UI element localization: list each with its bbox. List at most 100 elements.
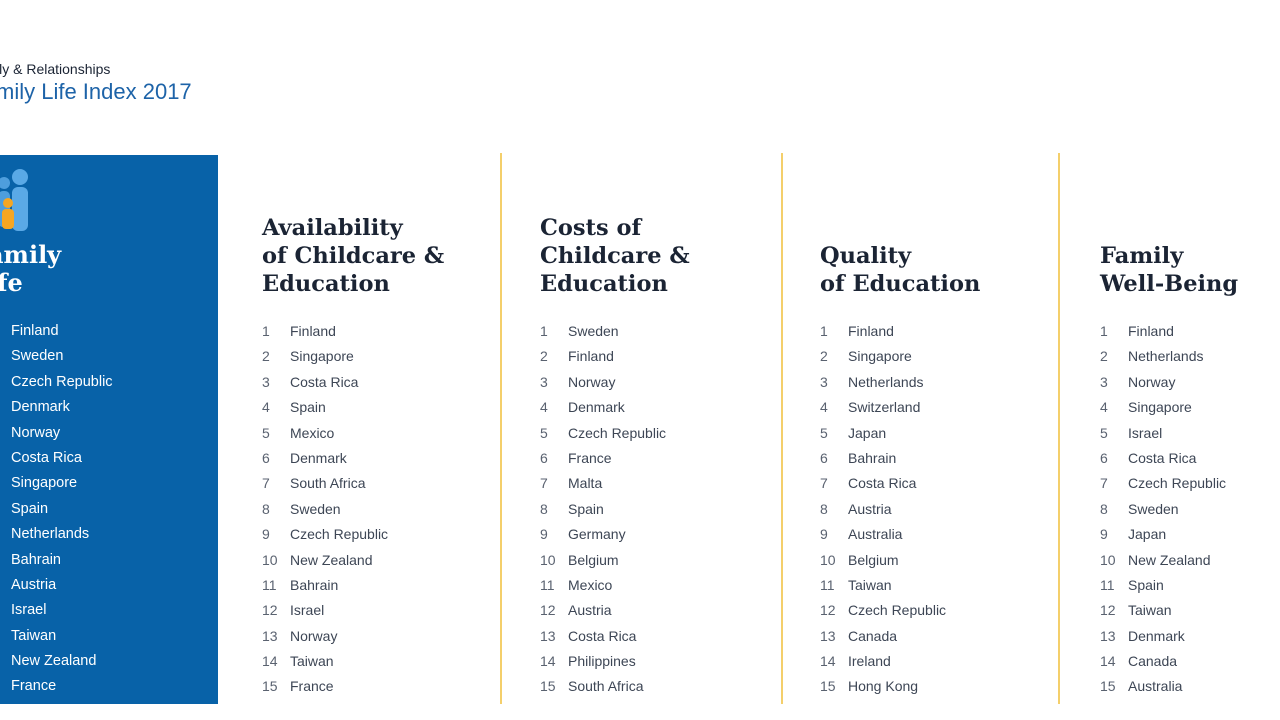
ranking-row: 9 Japan: [1100, 524, 1226, 549]
rank-number: 6: [820, 449, 828, 466]
country-name: Israel: [290, 602, 325, 619]
country-name: Finland: [1128, 323, 1174, 339]
country-name: Israel: [1128, 424, 1163, 441]
country-name: Taiwan: [1128, 602, 1172, 619]
country-name: Mexico: [568, 576, 613, 593]
rank-number: 13: [540, 627, 556, 644]
country-name: Hong Kong: [848, 678, 919, 695]
ranking-row: 11 Spain: [1100, 575, 1226, 600]
column-title-line: Costs of: [540, 215, 642, 241]
ranking-row: 7 Czech Republic: [1100, 473, 1226, 498]
ranking-row: 1 Finland: [1100, 321, 1226, 346]
ranking-row: 11 Bahrain: [262, 575, 388, 600]
country-name: Germany: [568, 526, 626, 543]
panel-title-line1: amily: [0, 240, 62, 269]
rank-number: 5: [540, 424, 548, 441]
panel-list-item: Taiwan: [11, 627, 57, 644]
ranking-list: 1 Sweden 2 Finland 3 Norway 4 Denmark 5 Czech Rep…: [540, 321, 666, 702]
country-name: Netherlands: [1128, 348, 1204, 365]
rank-number: 9: [820, 526, 828, 543]
country-name: Spain: [568, 500, 604, 517]
column-separator: [500, 153, 502, 704]
country-name: Costa Rica: [568, 627, 637, 644]
header-title: mily Life Index 2017: [0, 79, 192, 104]
country-name: Finland: [848, 323, 894, 339]
rank-number: 1: [820, 323, 828, 339]
panel-list-item: Sweden: [11, 348, 64, 365]
panel-list-item: Bahrain: [11, 551, 61, 568]
ranking-row: 13 Costa Rica: [540, 626, 666, 651]
rank-number: 2: [540, 348, 548, 365]
ranking-row: 15 Hong Kong: [820, 676, 946, 701]
rank-number: 7: [820, 475, 828, 492]
ranking-list: 1 Finland 2 Netherlands 3 Norway 4 Singapore 5 Is…: [1100, 321, 1226, 702]
ranking-row: 9 Czech Republic: [262, 524, 388, 549]
ranking-row: 3 Norway: [540, 372, 666, 397]
column-separator: [1058, 153, 1060, 704]
rank-number: 13: [262, 627, 278, 644]
country-name: Sweden: [1128, 500, 1179, 517]
ranking-row: 6 Denmark: [262, 448, 388, 473]
ranking-row: 6 Bahrain: [820, 448, 946, 473]
rank-number: 5: [262, 424, 270, 441]
country-name: Australia: [848, 526, 903, 543]
panel-title: amily ife: [0, 241, 61, 297]
column-title-line: Well-Being: [1100, 271, 1239, 297]
ranking-row: 7 South Africa: [262, 473, 388, 498]
rank-number: 14: [540, 653, 556, 670]
rank-number: 6: [262, 449, 270, 466]
country-name: Austria: [848, 500, 892, 517]
country-name: Spain: [1128, 576, 1164, 593]
country-name: Norway: [1128, 373, 1176, 390]
rank-number: 12: [262, 602, 278, 619]
ranking-row: 5 Japan: [820, 423, 946, 448]
country-name: Czech Republic: [1128, 475, 1227, 492]
ranking-row: 15 South Africa: [540, 676, 666, 701]
panel-list-item: Israel: [11, 602, 47, 619]
rank-number: 6: [540, 449, 548, 466]
country-name: Malta: [568, 475, 603, 492]
rank-number: 9: [1100, 526, 1108, 543]
ranking-row: 5 Israel: [1100, 423, 1226, 448]
ranking-row: 10 Belgium: [820, 550, 946, 575]
panel-list-item: Norway: [11, 424, 61, 441]
rank-number: 8: [262, 500, 270, 517]
rank-number: 1: [262, 323, 270, 339]
ranking-row: 14 Ireland: [820, 651, 946, 676]
rank-number: 3: [1100, 373, 1108, 390]
rank-number: 14: [1100, 653, 1116, 670]
rank-number: 15: [540, 678, 556, 695]
rank-number: 8: [1100, 500, 1108, 517]
panel-list-item: Denmark: [11, 399, 70, 416]
ranking-row: 2 Singapore: [262, 346, 388, 371]
ranking-row: 10 Belgium: [540, 550, 666, 575]
ranking-row: 8 Spain: [540, 499, 666, 524]
panel-list-item: Spain: [11, 500, 49, 517]
column-title-line: Childcare &: [540, 243, 690, 269]
ranking-row: 15 Australia: [1100, 676, 1226, 701]
column-title-line: Family: [1100, 243, 1184, 269]
rank-number: 10: [262, 551, 278, 568]
ranking-row: 5 Mexico: [262, 423, 388, 448]
country-name: France: [290, 678, 334, 695]
column-title-line: Availability: [262, 215, 403, 241]
country-name: Belgium: [848, 551, 899, 568]
column-title: Family Well-Being: [1100, 242, 1238, 298]
rank-number: 7: [540, 475, 548, 492]
column-title-line: of Childcare &: [262, 243, 445, 269]
ranking-row: 9 Germany: [540, 524, 666, 549]
country-name: Czech Republic: [290, 526, 389, 543]
rank-number: 2: [820, 348, 828, 365]
ranking-row: 4 Spain: [262, 397, 388, 422]
country-name: Bahrain: [848, 449, 897, 466]
rank-number: 12: [1100, 602, 1116, 619]
country-name: France: [568, 449, 612, 466]
country-name: Mexico: [290, 424, 335, 441]
panel-list-item: Netherlands: [11, 526, 90, 543]
rank-number: 10: [1100, 551, 1116, 568]
ranking-row: 14 Philippines: [540, 651, 666, 676]
rank-number: 8: [540, 500, 548, 517]
country-name: Spain: [290, 399, 326, 416]
column-title: Quality of Education: [820, 242, 980, 298]
